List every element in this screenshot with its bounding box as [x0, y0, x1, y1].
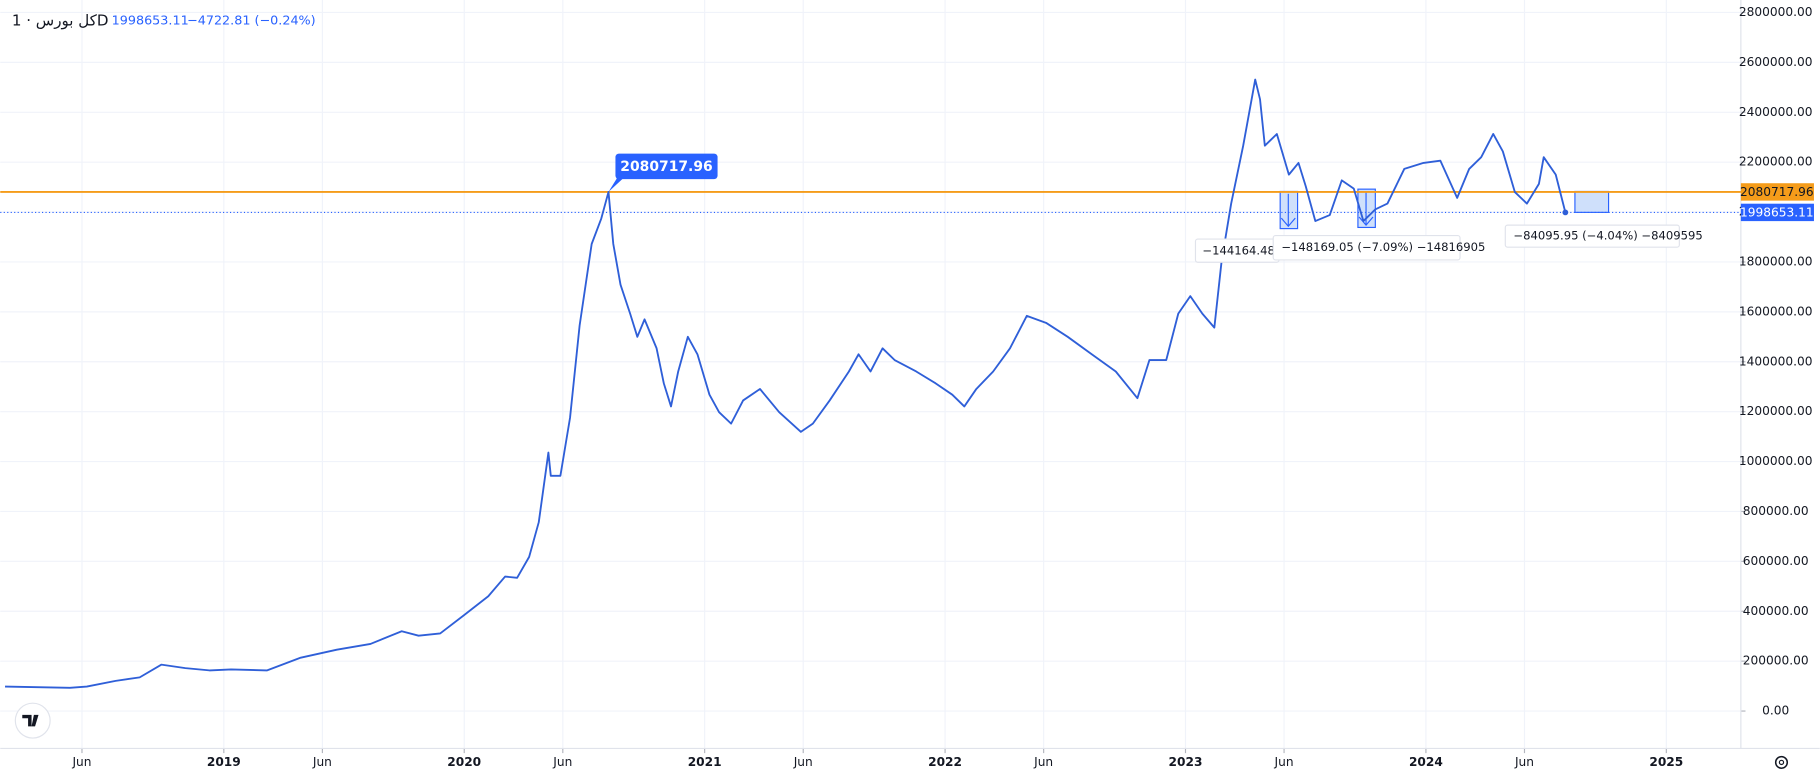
measure-label: −84095.95 (−4.04%) −8409595 [1513, 229, 1702, 243]
header-change: −4722.81 (−0.24%) [187, 13, 316, 28]
y-tick-label: 800000.00 [1743, 504, 1809, 518]
price-line [5, 78, 1567, 689]
x-tick-label: Jun [1033, 755, 1053, 769]
level-price-label: 2080717.96 [1740, 185, 1814, 199]
symbol-title: كل بورس · 1D [12, 11, 109, 29]
measure-labels: −144164.48 ( −148169.05 (−7.09%) −148169… [1194, 224, 1703, 263]
y-tick-label: 600000.00 [1743, 554, 1809, 568]
measure-arrow-head [1280, 217, 1296, 228]
measure-arrow-head [1358, 216, 1374, 227]
y-tick-label: 1600000.00 [1739, 304, 1813, 318]
y-tick-label: 1000000.00 [1739, 454, 1813, 468]
x-tick-label: 2021 [688, 755, 722, 769]
x-tick-label: Jun [1274, 755, 1294, 769]
y-tick-label: 200000.00 [1743, 654, 1809, 668]
level-price-box [1740, 183, 1814, 201]
x-tick-label: Jun [793, 755, 813, 769]
grid-layer [0, 0, 1746, 754]
gear-hub[interactable] [1778, 759, 1785, 766]
x-tick-label: 2025 [1649, 755, 1683, 769]
measure-range [1574, 190, 1610, 213]
measure-label-box [1272, 234, 1461, 261]
y-tick-label: 1200000.00 [1739, 404, 1813, 418]
y-tick-label: 2200000.00 [1739, 155, 1813, 169]
y-tick-label: 0.00 [1762, 704, 1789, 718]
logo[interactable] [14, 702, 51, 739]
x-tick-label: Jun [312, 755, 332, 769]
last-price-label: 1998653.11 [1740, 205, 1814, 219]
y-tick-label: 2600000.00 [1739, 55, 1813, 69]
x-tick-label: Jun [1514, 755, 1534, 769]
measure-label: −144164.48 ( [1202, 244, 1283, 258]
last-point [1562, 209, 1569, 216]
y-tick-label: 1800000.00 [1739, 254, 1813, 268]
callout-pointer [608, 176, 625, 192]
x-tick-label: 2020 [447, 755, 481, 769]
measure-label-box [1504, 224, 1680, 248]
x-tick-label: 2024 [1409, 755, 1443, 769]
x-tick-label: 2023 [1169, 755, 1203, 769]
y-tick-label: 400000.00 [1743, 604, 1809, 618]
last-price-box [1740, 203, 1814, 222]
gear-ring[interactable] [1774, 755, 1789, 769]
header-value: 1998653.11 [112, 13, 189, 28]
logo-mark[interactable] [22, 714, 39, 727]
callout-box [615, 153, 718, 180]
x-tick-label: Jun [552, 755, 572, 769]
x-tick-label: 2022 [928, 755, 962, 769]
y-tick-label: 2400000.00 [1739, 105, 1813, 119]
x-tick-label: 2019 [207, 755, 241, 769]
x-tick-label: Jun [71, 755, 91, 769]
logo-circle[interactable] [14, 702, 51, 739]
measure-label: −148169.05 (−7.09%) −14816905 [1281, 240, 1485, 254]
label-layer: 0.00 200000.00 400000.00 600000.00 800000.00… [71, 5, 1814, 769]
settings-button[interactable] [1774, 755, 1789, 769]
callout-label: 2080717.96 [620, 159, 712, 175]
y-tick-label: 1400000.00 [1739, 354, 1813, 368]
y-tick-label: 2800000.00 [1739, 5, 1813, 19]
